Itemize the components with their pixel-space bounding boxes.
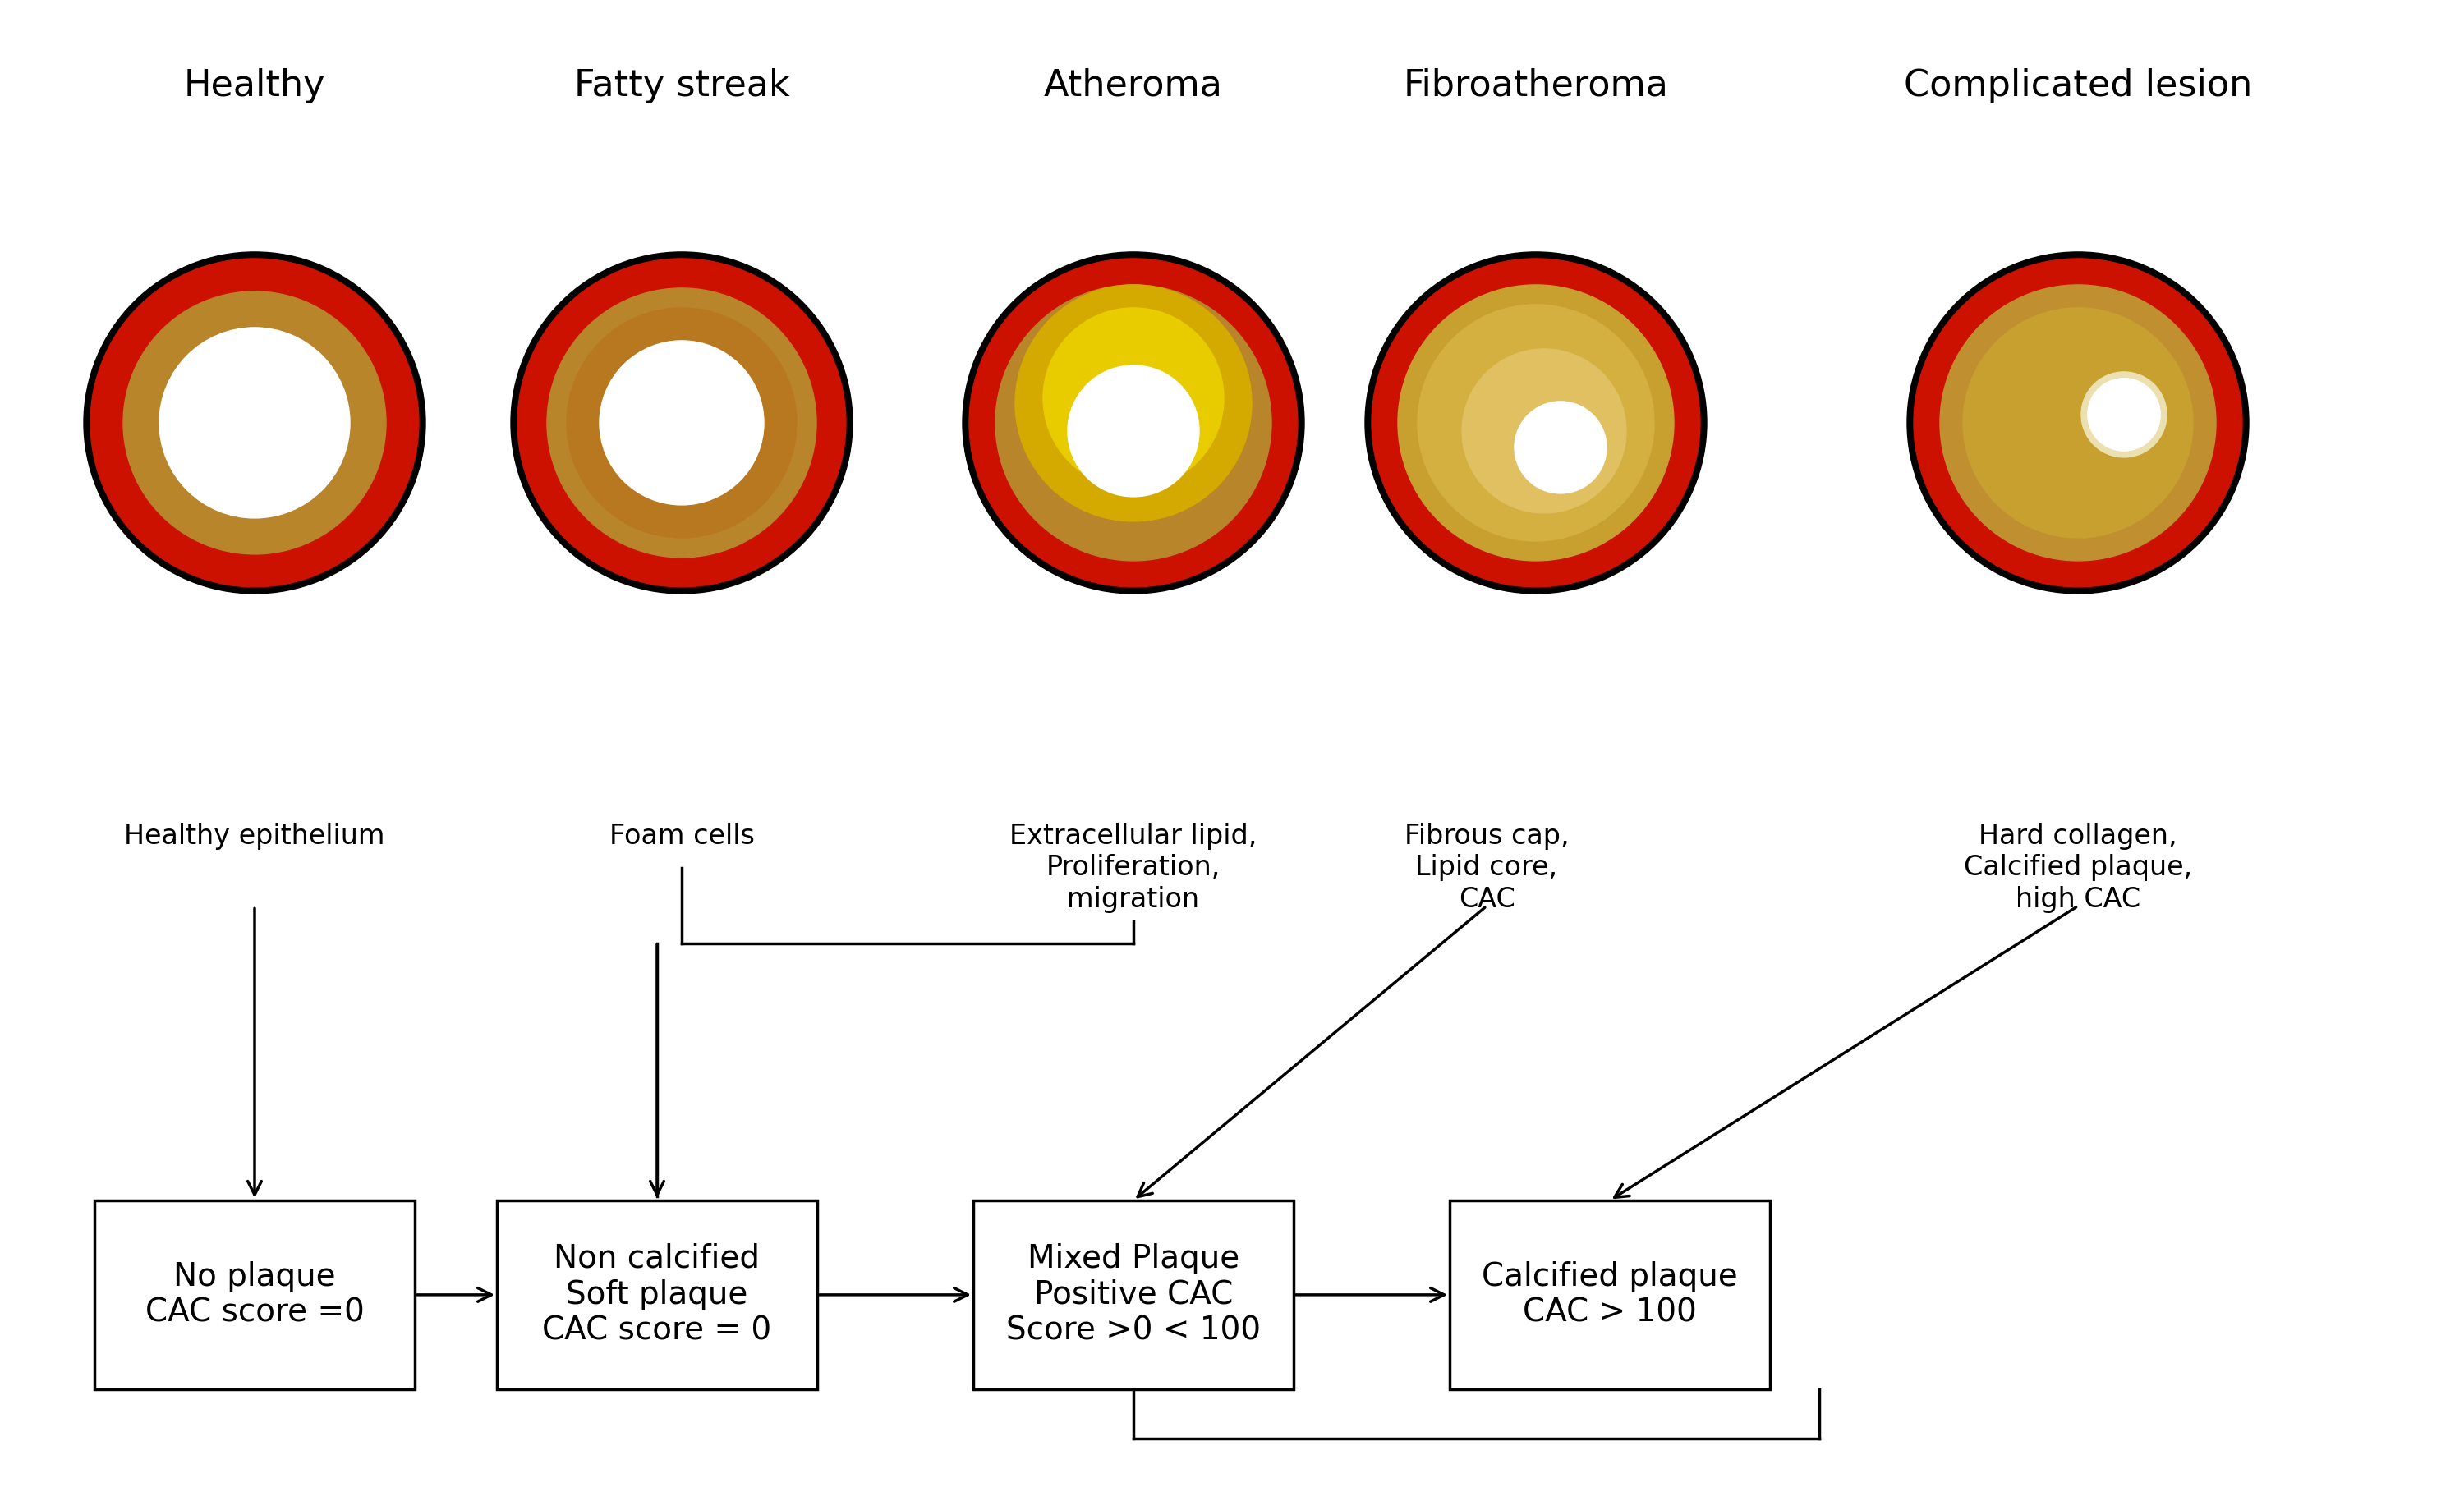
Circle shape	[2087, 379, 2161, 450]
Text: Complicated lesion: Complicated lesion	[1905, 68, 2252, 103]
Circle shape	[1417, 305, 1653, 541]
Circle shape	[160, 328, 350, 518]
Circle shape	[510, 252, 853, 593]
Circle shape	[2082, 371, 2166, 458]
Circle shape	[2087, 379, 2161, 450]
Text: Healthy epithelium: Healthy epithelium	[123, 823, 384, 850]
Text: No plaque
CAC score =0: No plaque CAC score =0	[145, 1261, 365, 1329]
Circle shape	[1067, 365, 1200, 497]
Circle shape	[1915, 258, 2242, 587]
Circle shape	[1397, 285, 1673, 560]
Text: Mixed Plaque
Positive CAC
Score >0 < 100: Mixed Plaque Positive CAC Score >0 < 100	[1005, 1243, 1262, 1347]
Text: Healthy: Healthy	[185, 68, 325, 103]
Circle shape	[1515, 402, 1607, 494]
Circle shape	[1372, 258, 1700, 587]
Text: Hard collagen,
Calcified plaque,
high CAC: Hard collagen, Calcified plaque, high CA…	[1964, 823, 2193, 912]
Circle shape	[1939, 285, 2215, 560]
FancyBboxPatch shape	[1449, 1200, 1769, 1389]
FancyBboxPatch shape	[973, 1200, 1294, 1389]
Text: Atheroma: Atheroma	[1045, 68, 1222, 103]
Text: Fatty streak: Fatty streak	[574, 68, 788, 103]
Circle shape	[1461, 349, 1626, 513]
Circle shape	[1964, 308, 2193, 538]
Text: Non calcified
Soft plaque
CAC score = 0: Non calcified Soft plaque CAC score = 0	[542, 1243, 771, 1347]
Text: Extracellular lipid,
Proliferation,
migration: Extracellular lipid, Proliferation, migr…	[1010, 823, 1257, 912]
Text: Fibrous cap,
Lipid core,
CAC: Fibrous cap, Lipid core, CAC	[1404, 823, 1570, 912]
Circle shape	[517, 258, 845, 587]
Circle shape	[599, 341, 764, 504]
Circle shape	[91, 258, 419, 587]
Circle shape	[995, 285, 1271, 560]
Circle shape	[567, 308, 796, 538]
Circle shape	[968, 258, 1299, 587]
Circle shape	[963, 252, 1303, 593]
Text: Calcified plaque
CAC > 100: Calcified plaque CAC > 100	[1481, 1261, 1737, 1329]
Circle shape	[1042, 308, 1225, 489]
Circle shape	[1365, 252, 1708, 593]
Circle shape	[123, 291, 387, 554]
Text: Fibroatheroma: Fibroatheroma	[1404, 68, 1668, 103]
FancyBboxPatch shape	[498, 1200, 818, 1389]
Circle shape	[1015, 285, 1252, 521]
Circle shape	[1907, 252, 2250, 593]
FancyBboxPatch shape	[94, 1200, 414, 1389]
Circle shape	[547, 288, 816, 557]
Text: Foam cells: Foam cells	[609, 823, 754, 850]
Circle shape	[84, 252, 426, 593]
